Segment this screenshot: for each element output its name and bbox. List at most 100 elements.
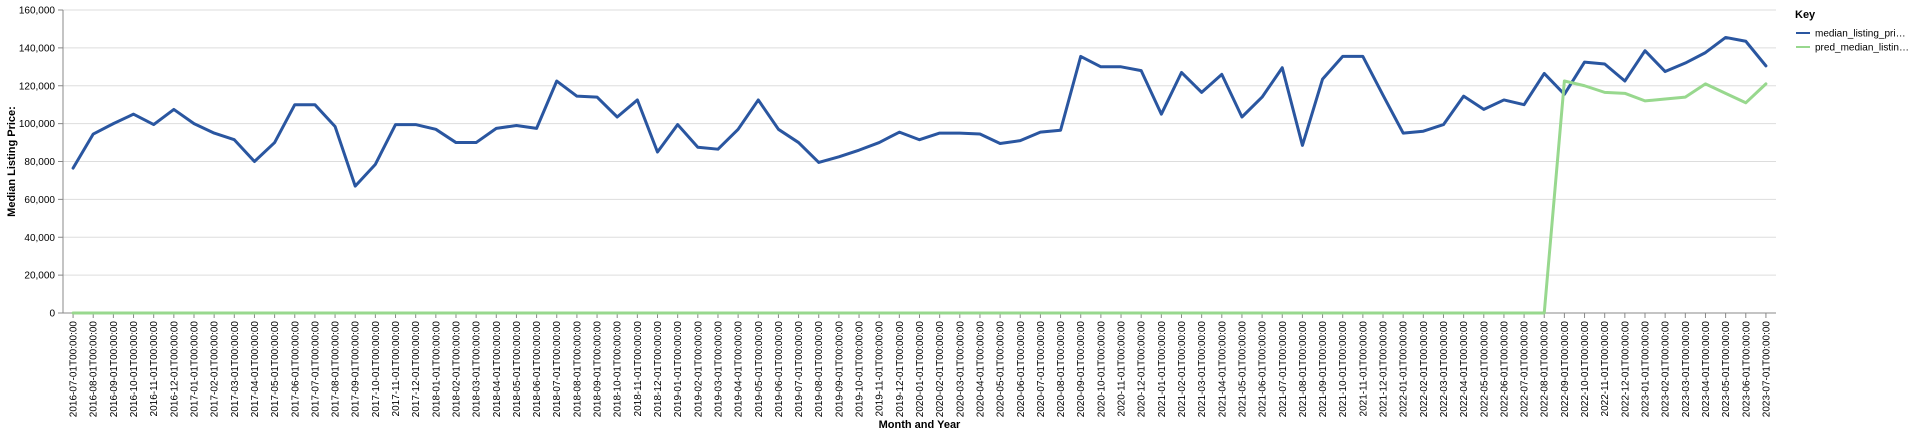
x-tick-label: 2020-02-01T00:00:00 [935, 321, 946, 418]
x-tick-label: 2022-03-01T00:00:00 [1439, 321, 1450, 418]
x-tick-label: 2019-04-01T00:00:00 [734, 321, 745, 418]
x-tick-label: 2020-10-01T00:00:00 [1096, 321, 1107, 418]
x-tick-label: 2019-09-01T00:00:00 [834, 321, 845, 418]
y-tick-label: 20,000 [24, 271, 55, 282]
x-tick-label: 2017-03-01T00:00:00 [230, 321, 241, 418]
x-tick-label: 2016-09-01T00:00:00 [109, 321, 120, 418]
x-tick-label: 2019-06-01T00:00:00 [774, 321, 785, 418]
series-lines [71, 35, 1768, 315]
x-tick-label: 2022-02-01T00:00:00 [1419, 321, 1430, 418]
x-axis-ticks: 2016-07-01T00:00:00 2016-08-01T00:00:00 20… [69, 313, 1772, 418]
x-tick-label: 2023-01-01T00:00:00 [1641, 321, 1652, 418]
x-tick-label: 2018-10-01T00:00:00 [613, 321, 624, 418]
x-tick-label: 2021-10-01T00:00:00 [1338, 321, 1349, 418]
y-axis-title: Median Listing Price: [6, 106, 18, 217]
x-tick-label: 2017-10-01T00:00:00 [371, 321, 382, 418]
x-tick-label: 2020-09-01T00:00:00 [1076, 321, 1087, 418]
x-tick-label: 2017-02-01T00:00:00 [210, 321, 221, 418]
x-tick-label: 2023-03-01T00:00:00 [1681, 321, 1692, 418]
x-tick-label: 2021-11-01T00:00:00 [1358, 321, 1369, 417]
x-tick-label: 2016-11-01T00:00:00 [149, 321, 160, 417]
x-tick-label: 2018-04-01T00:00:00 [492, 321, 503, 418]
x-tick-label: 2017-04-01T00:00:00 [250, 321, 261, 418]
x-tick-label: 2018-02-01T00:00:00 [451, 321, 462, 418]
x-tick-label: 2021-05-01T00:00:00 [1237, 321, 1248, 418]
x-tick-label: 2021-12-01T00:00:00 [1379, 321, 1390, 418]
legend-label: median_listing_pri… [1815, 29, 1906, 40]
x-tick-label: 2023-04-01T00:00:00 [1701, 321, 1712, 418]
x-tick-label: 2018-05-01T00:00:00 [512, 321, 523, 418]
x-tick-label: 2019-02-01T00:00:00 [693, 321, 704, 418]
x-tick-label: 2017-08-01T00:00:00 [331, 321, 342, 418]
x-tick-label: 2022-12-01T00:00:00 [1620, 321, 1631, 418]
x-tick-label: 2021-01-01T00:00:00 [1157, 321, 1168, 418]
x-tick-label: 2021-06-01T00:00:00 [1258, 321, 1269, 418]
x-tick-label: 2023-02-01T00:00:00 [1661, 321, 1672, 418]
x-tick-label: 2022-06-01T00:00:00 [1499, 321, 1510, 418]
x-tick-label: 2017-09-01T00:00:00 [351, 321, 362, 418]
x-tick-label: 2017-05-01T00:00:00 [270, 321, 281, 418]
x-tick-label: 2023-06-01T00:00:00 [1741, 321, 1752, 418]
series-line [71, 35, 1768, 188]
x-tick-label: 2018-03-01T00:00:00 [472, 321, 483, 418]
x-tick-label: 2020-01-01T00:00:00 [915, 321, 926, 418]
x-tick-label: 2018-06-01T00:00:00 [532, 321, 543, 418]
y-tick-label: 160,000 [19, 6, 56, 17]
legend-title: Key [1795, 9, 1816, 21]
x-tick-label: 2019-08-01T00:00:00 [814, 321, 825, 418]
x-tick-label: 2016-10-01T00:00:00 [129, 321, 140, 418]
y-tick-label: 140,000 [19, 43, 56, 54]
legend: Key median_listing_pri… pred_median_listi… [1795, 9, 1909, 54]
x-tick-label: 2017-01-01T00:00:00 [189, 321, 200, 418]
y-tick-label: 60,000 [24, 195, 55, 206]
x-tick-label: 2018-12-01T00:00:00 [653, 321, 664, 418]
x-tick-label: 2020-11-01T00:00:00 [1117, 321, 1128, 417]
x-tick-label: 2017-07-01T00:00:00 [310, 321, 321, 418]
y-tick-label: 0 [49, 309, 55, 320]
x-tick-label: 2020-03-01T00:00:00 [955, 321, 966, 418]
legend-entries: median_listing_pri… pred_median_listin… [1796, 29, 1909, 54]
x-tick-label: 2020-04-01T00:00:00 [975, 321, 986, 418]
x-tick-label: 2022-07-01T00:00:00 [1520, 321, 1531, 418]
x-tick-label: 2022-08-01T00:00:00 [1540, 321, 1551, 418]
gridlines [63, 9, 1776, 314]
y-tick-label: 120,000 [19, 81, 56, 92]
x-tick-label: 2021-03-01T00:00:00 [1197, 321, 1208, 418]
x-tick-label: 2021-07-01T00:00:00 [1278, 321, 1289, 418]
x-tick-label: 2019-03-01T00:00:00 [713, 321, 724, 418]
x-axis-title: Month and Year [879, 419, 961, 431]
x-tick-label: 2019-11-01T00:00:00 [875, 321, 886, 417]
x-tick-label: 2021-02-01T00:00:00 [1177, 321, 1188, 418]
x-tick-label: 2019-01-01T00:00:00 [673, 321, 684, 418]
x-tick-label: 2019-05-01T00:00:00 [754, 321, 765, 418]
x-tick-label: 2020-12-01T00:00:00 [1137, 321, 1148, 418]
x-tick-label: 2020-05-01T00:00:00 [996, 321, 1007, 418]
y-tick-label: 100,000 [19, 119, 56, 130]
x-tick-label: 2018-01-01T00:00:00 [431, 321, 442, 418]
x-tick-label: 2016-08-01T00:00:00 [89, 321, 100, 418]
x-tick-label: 2018-09-01T00:00:00 [593, 321, 604, 418]
x-tick-label: 2022-05-01T00:00:00 [1479, 321, 1490, 418]
x-tick-label: 2020-06-01T00:00:00 [1016, 321, 1027, 418]
x-tick-label: 2018-11-01T00:00:00 [633, 321, 644, 417]
x-tick-label: 2020-07-01T00:00:00 [1036, 321, 1047, 418]
x-tick-label: 2022-09-01T00:00:00 [1560, 321, 1571, 418]
y-tick-label: 40,000 [24, 233, 55, 244]
y-tick-label: 80,000 [24, 157, 55, 168]
x-tick-label: 2017-06-01T00:00:00 [290, 321, 301, 418]
x-tick-label: 2017-12-01T00:00:00 [411, 321, 422, 418]
x-tick-label: 2022-04-01T00:00:00 [1459, 321, 1470, 418]
x-tick-label: 2018-07-01T00:00:00 [552, 321, 563, 418]
x-tick-label: 2023-05-01T00:00:00 [1721, 321, 1732, 418]
y-axis-ticks: 0 20,000 40,000 60,000 80,000 100,000 120,000 1… [19, 6, 63, 320]
x-tick-label: 2021-09-01T00:00:00 [1318, 321, 1329, 418]
x-tick-label: 2019-12-01T00:00:00 [895, 321, 906, 418]
series-line [71, 79, 1768, 315]
x-tick-label: 2019-07-01T00:00:00 [794, 321, 805, 418]
x-tick-label: 2023-07-01T00:00:00 [1761, 321, 1772, 418]
x-tick-label: 2022-01-01T00:00:00 [1399, 321, 1410, 418]
x-tick-label: 2022-11-01T00:00:00 [1600, 321, 1611, 417]
x-tick-label: 2017-11-01T00:00:00 [391, 321, 402, 417]
x-tick-label: 2021-04-01T00:00:00 [1217, 321, 1228, 418]
